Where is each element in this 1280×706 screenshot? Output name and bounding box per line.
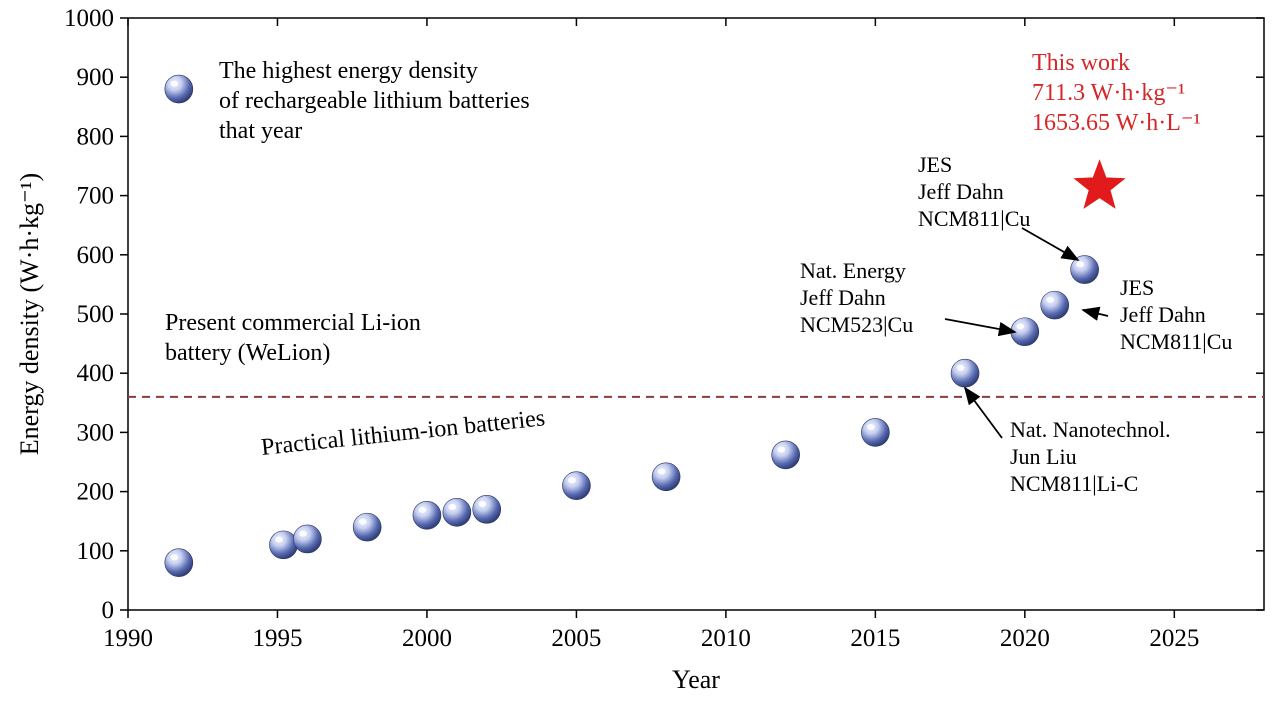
x-tick-label: 2010 <box>701 625 751 652</box>
y-tick-label: 600 <box>77 242 115 269</box>
y-tick-label: 800 <box>77 123 115 150</box>
callout-arrow-arr-jes-right <box>1083 310 1108 316</box>
annotation-ref-label: Present commercial Li-ion battery (WeLion… <box>165 310 421 366</box>
annotation-line: NCM811|Cu <box>918 206 1030 231</box>
callout-arrow-arr-nat-nano <box>965 388 1002 438</box>
data-point-4 <box>413 501 441 529</box>
annotation-line: Jeff Dahn <box>918 179 1004 204</box>
annotation-jes-top: JESJeff DahnNCM811|Cu <box>918 152 1030 231</box>
y-tick-label: 1000 <box>64 5 114 32</box>
chart-svg: 1990 1995 2000 2005 2010 2015 2020 2025 0 100 200 3… <box>0 0 1280 706</box>
annotation-line: that year <box>219 118 302 144</box>
data-point-14 <box>1071 256 1099 284</box>
annotation-line: NCM811|Cu <box>1120 329 1232 354</box>
annotation-line: Jeff Dahn <box>1120 302 1206 327</box>
annotation-line: Jeff Dahn <box>800 285 886 310</box>
annotation-nat-energy: Nat. EnergyJeff DahnNCM523|Cu <box>800 258 913 337</box>
data-point-13 <box>1041 291 1069 319</box>
y-tick-label: 300 <box>77 419 115 446</box>
annotation-jes-right: JESJeff DahnNCM811|Cu <box>1120 275 1232 354</box>
y-tick-label: 700 <box>77 183 115 210</box>
annotation-line: Practical lithium-ion batteries <box>260 405 546 461</box>
annotation-practical: Practical lithium-ion batteries <box>260 405 546 461</box>
data-point-6 <box>473 495 501 523</box>
annotation-line: The highest energy density <box>219 58 478 84</box>
annotation-nat-nano: Nat. Nanotechnol.Jun LiuNCM811|Li-C <box>1010 417 1171 496</box>
annotation-thiswork: This work 711.3 W·h·kg⁻¹ 1653.65 W·h·L⁻¹ <box>1032 50 1201 136</box>
y-tick-label: 0 <box>102 597 115 624</box>
y-tick-label: 900 <box>77 64 115 91</box>
energy-density-chart: 1990 1995 2000 2005 2010 2015 2020 2025 0 100 200 3… <box>0 0 1280 706</box>
data-point-5 <box>443 498 471 526</box>
annotation-line: Nat. Energy <box>800 258 906 283</box>
annotation-line: 1653.65 W·h·L⁻¹ <box>1032 110 1201 136</box>
callout-arrow-arr-nat-energy <box>945 319 1015 332</box>
x-axis-label: Year <box>672 665 720 694</box>
data-point-9 <box>772 441 800 469</box>
annotation-legend: The highest energy density of rechargeabl… <box>219 58 530 144</box>
y-tick-label: 500 <box>77 301 115 328</box>
data-point-8 <box>652 463 680 491</box>
annotation-line: 711.3 W·h·kg⁻¹ <box>1032 80 1185 106</box>
x-tick-label: 2005 <box>551 625 601 652</box>
data-point-1 <box>269 531 297 559</box>
annotation-line: battery (WeLion) <box>165 340 330 366</box>
y-tick-label: 200 <box>77 479 115 506</box>
annotation-line: Jun Liu <box>1010 444 1077 469</box>
y-tick-label: 100 <box>77 538 115 565</box>
data-point-7 <box>562 472 590 500</box>
x-tick-label: 2020 <box>1000 625 1050 652</box>
data-point-10 <box>861 418 889 446</box>
annotation-line: NCM523|Cu <box>800 312 913 337</box>
data-point-0 <box>165 549 193 577</box>
y-axis-label: Energy density (W·h·kg⁻¹) <box>15 173 44 455</box>
annotation-line: Present commercial Li-ion <box>165 310 421 336</box>
legend-marker <box>165 75 193 103</box>
data-point-11 <box>951 359 979 387</box>
annotation-line: Nat. Nanotechnol. <box>1010 417 1171 442</box>
data-point-2 <box>293 525 321 553</box>
annotation-line: NCM811|Li-C <box>1010 471 1138 496</box>
annotation-line: JES <box>918 152 952 177</box>
callout-arrow-arr-jes-top <box>1022 228 1078 260</box>
x-tick-label: 2025 <box>1149 625 1199 652</box>
data-point-3 <box>353 513 381 541</box>
annotation-line: of rechargeable lithium batteries <box>219 88 530 114</box>
x-tick-label: 1990 <box>103 625 153 652</box>
annotation-line: JES <box>1120 275 1154 300</box>
y-tick-label: 400 <box>77 360 115 387</box>
x-tick-label: 2015 <box>850 625 900 652</box>
this-work-star <box>1075 161 1124 208</box>
x-tick-label: 2000 <box>402 625 452 652</box>
annotation-line: This work <box>1032 50 1130 76</box>
x-tick-label: 1995 <box>252 625 302 652</box>
